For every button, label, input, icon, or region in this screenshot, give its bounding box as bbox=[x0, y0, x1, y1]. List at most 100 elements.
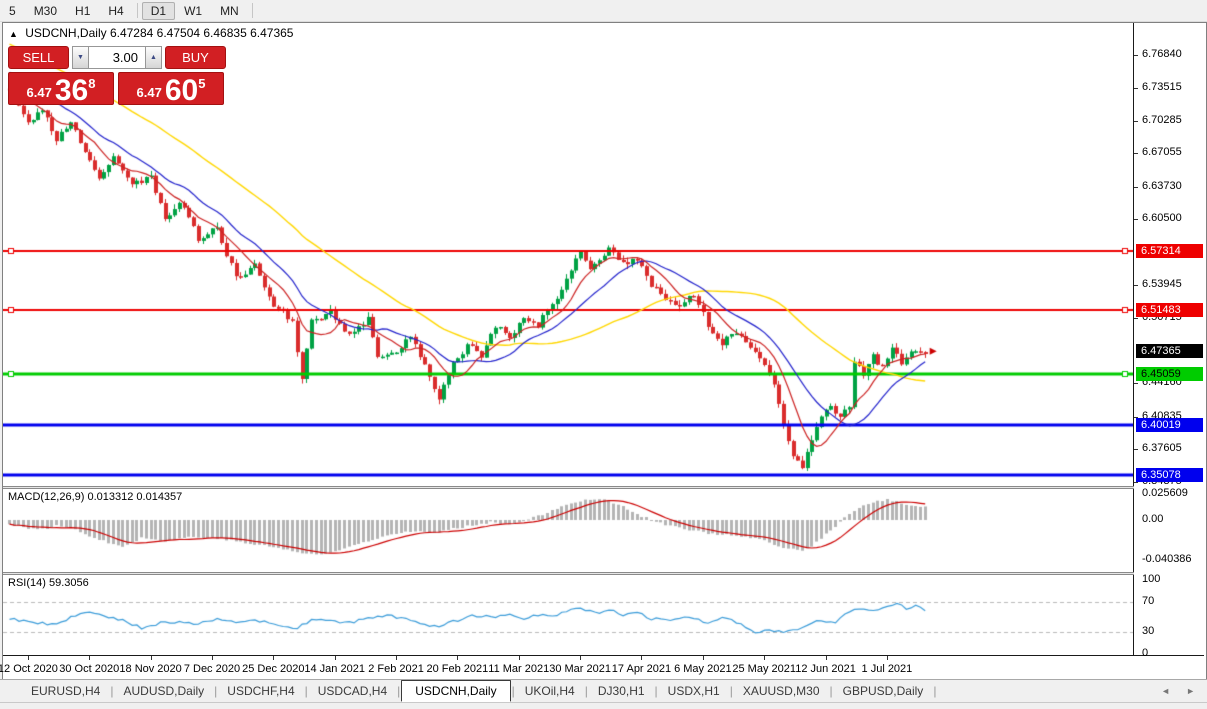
chart-tab-dj30[interactable]: DJ30,H1 bbox=[597, 684, 645, 698]
timeframe-toolbar: 5 M30 H1 H4 D1 W1 MN bbox=[0, 0, 1207, 22]
timeframe-button-H4[interactable]: H4 bbox=[108, 3, 124, 18]
price-axis-tick bbox=[1134, 285, 1138, 286]
chart-tab-usdchf[interactable]: USDCHF,H4 bbox=[227, 684, 295, 698]
volume-input[interactable]: 3.00 bbox=[89, 46, 145, 69]
panel-splitter[interactable] bbox=[3, 572, 1134, 575]
tab-separator: | bbox=[304, 684, 308, 698]
panel-splitter[interactable] bbox=[3, 486, 1134, 489]
price-level-badge: 6.40019 bbox=[1136, 418, 1203, 433]
chart-tab-usdx[interactable]: USDX,H1 bbox=[667, 684, 720, 698]
price-axis-label: 6.60500 bbox=[1142, 212, 1182, 225]
macd-axis-label: 0.00 bbox=[1142, 513, 1164, 525]
price-axis-tick bbox=[1134, 153, 1138, 154]
price-axis-tick bbox=[1134, 121, 1138, 122]
date-axis-label: 2 Feb 2021 bbox=[368, 663, 424, 675]
price-level-badge: 6.35078 bbox=[1136, 467, 1203, 482]
tab-scroll-right-icon[interactable]: ► bbox=[1186, 686, 1195, 696]
buy-price-box[interactable]: 6.47 60 5 bbox=[118, 72, 224, 106]
sell-button[interactable]: SELL bbox=[8, 46, 69, 69]
toolbar-separator bbox=[136, 3, 138, 18]
volume-increase-button[interactable]: ▲ bbox=[145, 46, 162, 69]
rsi-indicator-label: RSI(14) 59.3056 bbox=[8, 577, 89, 589]
price-axis-tick bbox=[1134, 449, 1138, 450]
price-axis-tick bbox=[1134, 318, 1138, 319]
volume-decrease-button[interactable]: ▼ bbox=[72, 46, 89, 69]
chart-tab-usdcad[interactable]: USDCAD,H4 bbox=[317, 684, 388, 698]
chart-window: ▲ USDCNH,Daily 6.47284 6.47504 6.46835 6… bbox=[0, 22, 1207, 680]
chart-tab-ukoil[interactable]: UKOil,H4 bbox=[524, 684, 575, 698]
date-axis-label: 25 Dec 2020 bbox=[242, 663, 305, 675]
date-axis-label: 7 Dec 2020 bbox=[183, 663, 241, 675]
price-axis-label: 6.67055 bbox=[1142, 146, 1182, 159]
price-axis-label: 6.76840 bbox=[1142, 48, 1182, 60]
date-axis-tick bbox=[273, 656, 274, 660]
price-axis-tick bbox=[1134, 219, 1138, 220]
price-level-badge: 6.47365 bbox=[1136, 344, 1203, 359]
symbol-marker-icon: ▲ bbox=[9, 29, 18, 39]
timeframe-button-M30[interactable]: M30 bbox=[33, 3, 58, 18]
timeframe-button-D1[interactable]: D1 bbox=[141, 1, 176, 20]
tab-separator: | bbox=[511, 684, 515, 698]
date-axis-label: 30 Mar 2021 bbox=[549, 663, 611, 675]
date-axis[interactable]: 12 Oct 2020 30 Oct 2020 18 Nov 2020 7 Dec 2… bbox=[0, 655, 1204, 679]
chart-tab-audusd[interactable]: AUDUSD,Daily bbox=[123, 684, 205, 698]
timeframe-button-MN[interactable]: MN bbox=[220, 3, 239, 18]
price-axis-tick bbox=[1134, 88, 1138, 89]
date-axis-tick bbox=[212, 656, 213, 660]
date-axis-label: 17 Apr 2021 bbox=[611, 663, 672, 675]
buy-button[interactable]: BUY bbox=[165, 46, 226, 69]
macd-axis-label: 0.025609 bbox=[1142, 487, 1188, 500]
price-axis-label: 6.73515 bbox=[1142, 81, 1182, 94]
price-axis-tick bbox=[1134, 383, 1138, 384]
date-axis-label: 25 May 2021 bbox=[732, 663, 796, 675]
timeframe-button-5[interactable]: 5 bbox=[9, 3, 16, 18]
macd-panel-canvas[interactable] bbox=[3, 489, 1133, 572]
tab-separator: | bbox=[110, 684, 114, 698]
date-axis-tick bbox=[151, 656, 152, 660]
tab-separator: | bbox=[829, 684, 833, 698]
price-axis-label: 6.37605 bbox=[1142, 442, 1182, 455]
chart-tab-xauusd[interactable]: XAUUSD,M30 bbox=[742, 684, 820, 698]
tab-scroll-left-icon[interactable]: ◄ bbox=[1161, 686, 1171, 696]
timeframe-button-W1[interactable]: W1 bbox=[184, 3, 203, 18]
date-axis-label: 11 Mar 2021 bbox=[488, 663, 550, 675]
rsi-axis-label: 100 bbox=[1142, 573, 1161, 585]
tab-separator: | bbox=[933, 684, 937, 698]
date-axis-label: 18 Nov 2020 bbox=[119, 663, 182, 675]
date-axis-tick bbox=[703, 656, 704, 660]
timeframe-button-H1[interactable]: H1 bbox=[75, 3, 91, 18]
date-axis-label: 30 Oct 2020 bbox=[59, 663, 120, 675]
volume-stepper: ▼ 3.00 ▲ bbox=[72, 46, 162, 69]
rsi-axis-label: 30 bbox=[1142, 624, 1155, 637]
chart-tab-bar: EURUSD,H4 | AUDUSD,Daily | USDCHF,H4 | USDCAD,… bbox=[0, 679, 1207, 703]
price-axis-tick bbox=[1134, 55, 1138, 56]
date-axis-tick bbox=[28, 656, 29, 660]
chart-title: ▲ USDCNH,Daily 6.47284 6.47504 6.46835 6… bbox=[9, 26, 293, 40]
rsi-axis-label: 0 bbox=[1142, 647, 1149, 659]
date-axis-label: 20 Feb 2021 bbox=[426, 663, 489, 675]
chart-tab-gbpusd[interactable]: GBPUSD,Daily bbox=[842, 684, 924, 698]
chart-ohlc-values: 6.47284 6.47504 6.46835 6.47365 bbox=[109, 26, 294, 40]
date-axis-tick bbox=[335, 656, 336, 660]
date-axis-label: 14 Jan 2021 bbox=[304, 663, 365, 675]
price-axis-tick bbox=[1134, 417, 1138, 418]
price-axis-tick bbox=[1134, 187, 1138, 188]
sell-price-pip: 8 bbox=[88, 76, 96, 91]
chart-tab-usdcnh[interactable]: USDCNH,Daily bbox=[401, 680, 511, 702]
chart-tab-eurusd[interactable]: EURUSD,H4 bbox=[31, 684, 101, 698]
one-click-trade-panel: SELL ▼ 3.00 ▲ BUY 6.47 36 8 6.47 60 5 bbox=[8, 46, 228, 106]
date-axis-label: 6 May 2021 bbox=[674, 663, 732, 675]
macd-axis-label: -0.040386 bbox=[1142, 553, 1192, 566]
price-axis-label: 6.70285 bbox=[1142, 113, 1182, 126]
tab-separator: | bbox=[397, 684, 401, 698]
price-axis[interactable]: 6.76840 6.73515 6.70285 6.67055 6.63730 6.605… bbox=[1134, 23, 1206, 659]
date-axis-tick bbox=[89, 656, 90, 660]
rsi-panel-canvas[interactable] bbox=[3, 575, 1133, 655]
date-axis-tick bbox=[519, 656, 520, 660]
sell-price-box[interactable]: 6.47 36 8 bbox=[8, 72, 114, 106]
price-axis-tick bbox=[1134, 482, 1138, 483]
date-axis-tick bbox=[641, 656, 642, 660]
price-level-badge: 6.51483 bbox=[1136, 302, 1203, 317]
buy-price-prefix: 6.47 bbox=[136, 85, 162, 100]
tab-scroll-arrows: ◄ ► bbox=[1161, 686, 1195, 696]
